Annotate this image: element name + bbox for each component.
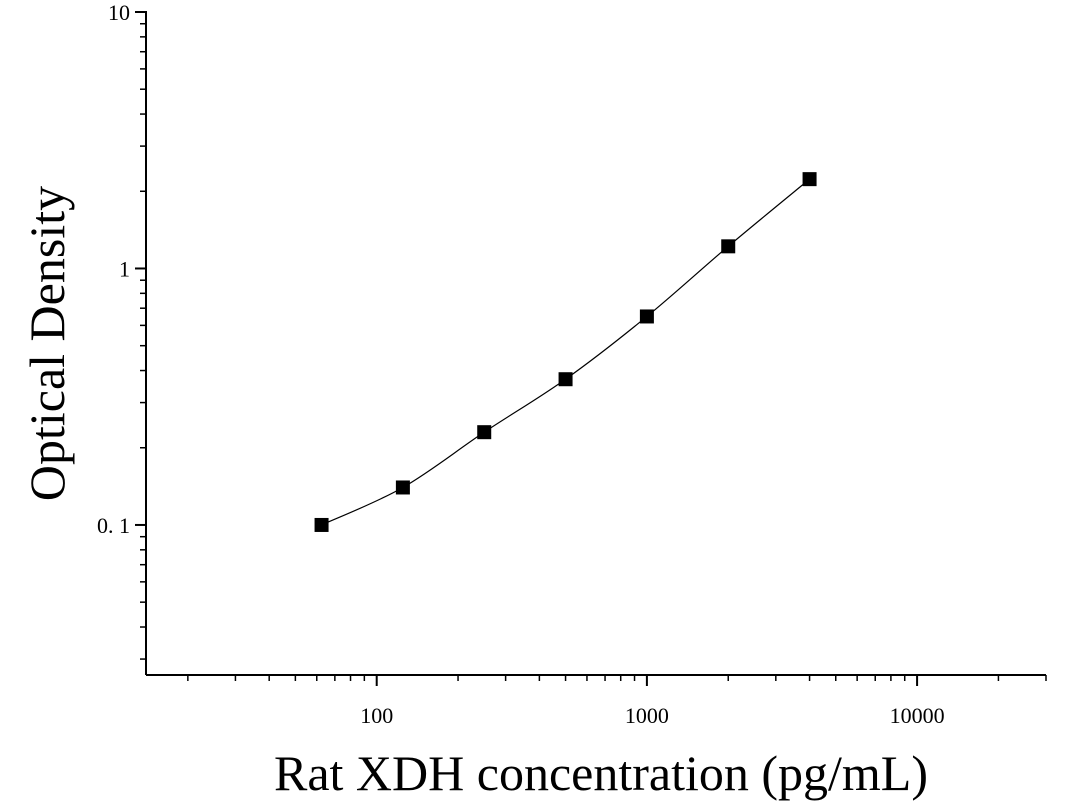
x-tick-label: 100 bbox=[360, 703, 393, 728]
data-point bbox=[802, 172, 817, 187]
x-tick-labels: 100 1000 10000 bbox=[360, 703, 944, 728]
y-axis-title: Optical Density bbox=[19, 186, 75, 501]
data-point bbox=[721, 239, 736, 254]
y-tick-label: 0. 1 bbox=[97, 513, 130, 538]
y-tick-label: 10 bbox=[108, 0, 130, 25]
y-tick-label: 1 bbox=[119, 256, 130, 281]
data-point bbox=[314, 517, 329, 532]
fit-curve bbox=[321, 178, 810, 526]
x-tick-label: 10000 bbox=[890, 703, 945, 728]
data-point bbox=[639, 309, 654, 324]
x-ticks bbox=[187, 675, 1047, 686]
x-tick-label: 1000 bbox=[625, 703, 669, 728]
data-point bbox=[395, 480, 410, 495]
data-point bbox=[558, 372, 573, 387]
data-point bbox=[477, 425, 492, 440]
data-points bbox=[314, 172, 817, 532]
axes bbox=[145, 11, 1046, 676]
y-ticks bbox=[135, 11, 146, 660]
y-tick-labels: 0. 1 1 10 bbox=[97, 0, 130, 538]
x-axis-title: Rat XDH concentration (pg/mL) bbox=[274, 745, 928, 801]
